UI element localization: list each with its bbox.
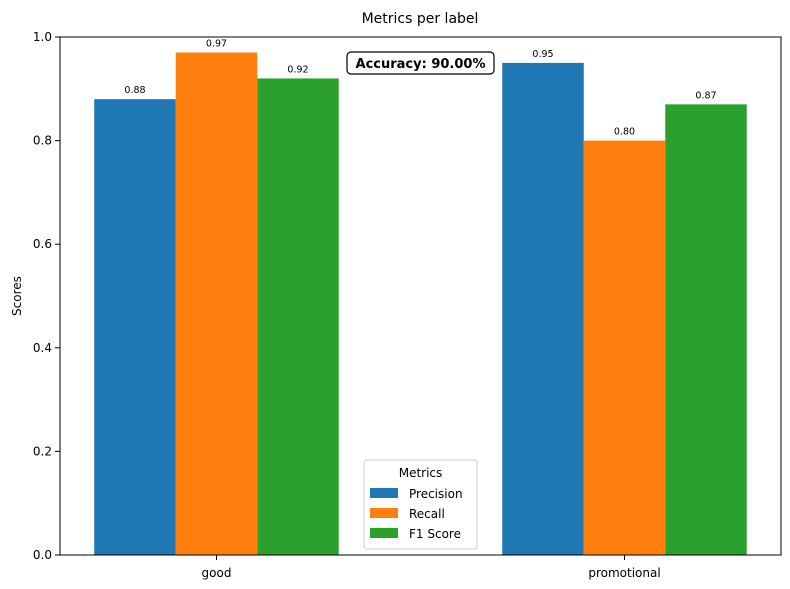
y-tick-label: 0.6 <box>33 237 52 251</box>
bar-recall <box>175 52 258 555</box>
x-tick-label: promotional <box>588 566 660 580</box>
accuracy-annotation: Accuracy: 90.00% <box>346 51 495 75</box>
plot-frame <box>59 36 782 556</box>
legend-swatch <box>370 528 398 538</box>
bar-value-label: 0.92 <box>287 64 308 75</box>
legend-label: Recall <box>409 507 445 521</box>
x-tick-label: good <box>202 566 232 580</box>
bar-precision <box>502 62 584 556</box>
chart-title: Metrics per label <box>362 11 479 27</box>
y-tick-label: 0.2 <box>33 444 52 458</box>
y-tick-label: 0.8 <box>33 134 52 148</box>
bar-value-label: 0.95 <box>532 49 553 60</box>
legend-swatch <box>370 488 398 498</box>
accuracy-text: Accuracy: 90.00% <box>356 57 486 72</box>
y-axis-title: Scores <box>10 276 24 316</box>
bar-value-label: 0.88 <box>124 85 145 96</box>
legend: Metrics Precision Recall F1 Score <box>363 459 478 550</box>
bar-f1-score <box>257 78 339 555</box>
bar-value-label: 0.80 <box>614 127 635 138</box>
legend-swatch <box>370 508 398 518</box>
x-axis: good promotional <box>202 555 661 580</box>
bar-value-label: 0.97 <box>206 39 227 50</box>
y-axis: 0.0 0.2 0.4 0.6 0.8 1.0 <box>33 30 60 562</box>
bar-f1-score <box>665 104 747 555</box>
y-tick-label: 0.4 <box>33 341 52 355</box>
bar-value-label: 0.87 <box>695 90 716 101</box>
bar-labels-group: 0.88 0.97 0.92 0.95 0.80 0.87 <box>124 39 716 138</box>
legend-label: Precision <box>409 487 463 501</box>
bar-precision <box>94 99 176 555</box>
legend-label: F1 Score <box>409 527 461 541</box>
legend-title: Metrics <box>399 466 443 480</box>
bars-group <box>94 52 747 556</box>
bar-recall <box>583 140 666 555</box>
y-tick-label: 0.0 <box>33 548 52 562</box>
y-tick-label: 1.0 <box>33 30 52 44</box>
